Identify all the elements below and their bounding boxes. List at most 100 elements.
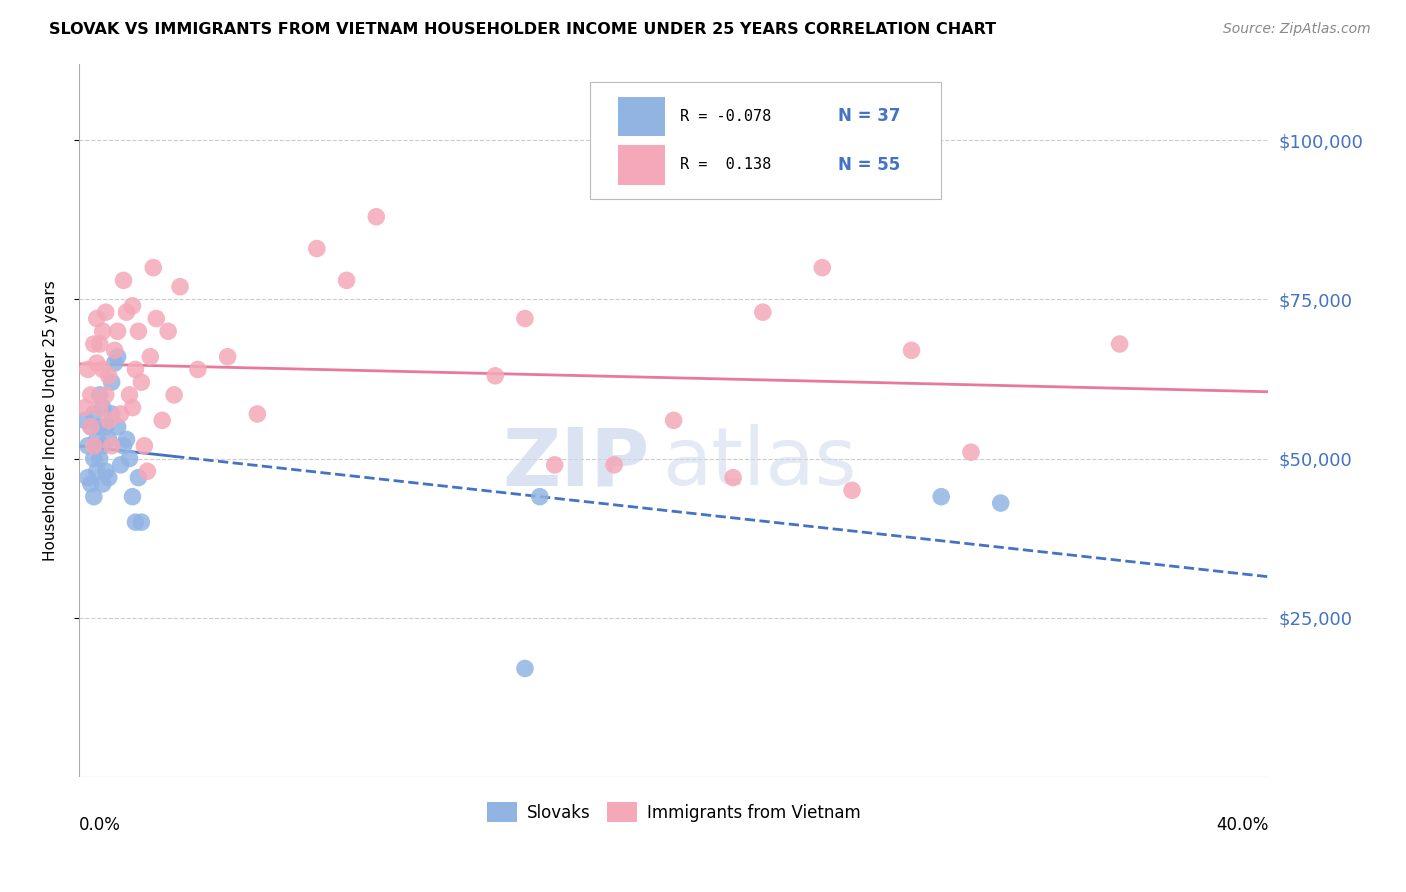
Point: [89, 419, 111, 434]
Point: [112, 273, 135, 287]
Point: [127, 470, 149, 484]
Point: [929, 490, 952, 504]
Point: [107, 419, 129, 434]
Point: [104, 356, 127, 370]
Point: [76, 362, 98, 376]
Point: [900, 343, 922, 358]
Legend: Slovaks, Immigrants from Vietnam: Slovaks, Immigrants from Vietnam: [479, 795, 868, 829]
Point: [86, 356, 108, 370]
Point: [97, 470, 120, 484]
Point: [662, 413, 685, 427]
Point: [91, 401, 114, 415]
Point: [217, 350, 239, 364]
Point: [80, 388, 103, 402]
Text: atlas: atlas: [662, 424, 856, 502]
Bar: [617, 145, 665, 185]
Point: [80, 477, 103, 491]
Point: [80, 419, 103, 434]
Point: [513, 311, 536, 326]
Point: [131, 515, 153, 529]
Point: [91, 439, 114, 453]
Point: [841, 483, 863, 498]
Point: [86, 464, 108, 478]
Point: [94, 388, 117, 402]
Point: [127, 324, 149, 338]
Point: [94, 464, 117, 478]
Point: [83, 337, 105, 351]
Text: N = 55: N = 55: [838, 156, 900, 174]
Text: 40.0%: 40.0%: [1216, 816, 1268, 834]
Point: [91, 324, 114, 338]
Point: [752, 305, 775, 319]
Point: [121, 401, 143, 415]
Point: [134, 439, 156, 453]
Text: Source: ZipAtlas.com: Source: ZipAtlas.com: [1223, 22, 1371, 37]
Point: [91, 362, 114, 376]
Text: SLOVAK VS IMMIGRANTS FROM VIETNAM HOUSEHOLDER INCOME UNDER 25 YEARS CORRELATION : SLOVAK VS IMMIGRANTS FROM VIETNAM HOUSEH…: [49, 22, 997, 37]
Text: R =  0.138: R = 0.138: [679, 158, 770, 172]
Point: [118, 388, 141, 402]
Point: [115, 305, 138, 319]
Point: [89, 401, 111, 415]
Point: [811, 260, 834, 275]
Point: [94, 419, 117, 434]
Point: [97, 368, 120, 383]
Point: [100, 407, 122, 421]
Point: [100, 375, 122, 389]
Point: [529, 490, 551, 504]
Point: [246, 407, 269, 421]
FancyBboxPatch shape: [591, 82, 941, 200]
Point: [335, 273, 357, 287]
Point: [544, 458, 567, 472]
Point: [139, 350, 162, 364]
Point: [110, 407, 132, 421]
Point: [121, 299, 143, 313]
Point: [97, 433, 120, 447]
Point: [603, 458, 626, 472]
Point: [163, 388, 186, 402]
Point: [89, 337, 111, 351]
Point: [157, 324, 180, 338]
Point: [107, 324, 129, 338]
Point: [100, 439, 122, 453]
Point: [1108, 337, 1130, 351]
Point: [89, 388, 111, 402]
Point: [94, 305, 117, 319]
Point: [73, 413, 96, 427]
Text: ZIP: ZIP: [502, 424, 650, 502]
Point: [104, 343, 127, 358]
Point: [73, 401, 96, 415]
Point: [484, 368, 506, 383]
Point: [83, 407, 105, 421]
Point: [124, 515, 146, 529]
Point: [142, 260, 165, 275]
Point: [115, 433, 138, 447]
Point: [83, 490, 105, 504]
Point: [83, 439, 105, 453]
Point: [83, 451, 105, 466]
Point: [91, 477, 114, 491]
Point: [80, 419, 103, 434]
Point: [76, 470, 98, 484]
Point: [145, 311, 167, 326]
Point: [86, 433, 108, 447]
Point: [366, 210, 388, 224]
Bar: [617, 96, 665, 136]
Text: R = -0.078: R = -0.078: [679, 109, 770, 124]
Point: [76, 439, 98, 453]
Point: [86, 311, 108, 326]
Point: [121, 490, 143, 504]
Point: [721, 470, 744, 484]
Point: [150, 413, 173, 427]
Point: [89, 451, 111, 466]
Point: [118, 451, 141, 466]
Text: N = 37: N = 37: [838, 107, 900, 126]
Point: [97, 413, 120, 427]
Y-axis label: Householder Income Under 25 years: Householder Income Under 25 years: [44, 280, 58, 561]
Point: [110, 458, 132, 472]
Point: [136, 464, 159, 478]
Text: 0.0%: 0.0%: [79, 816, 121, 834]
Point: [124, 362, 146, 376]
Point: [112, 439, 135, 453]
Point: [513, 661, 536, 675]
